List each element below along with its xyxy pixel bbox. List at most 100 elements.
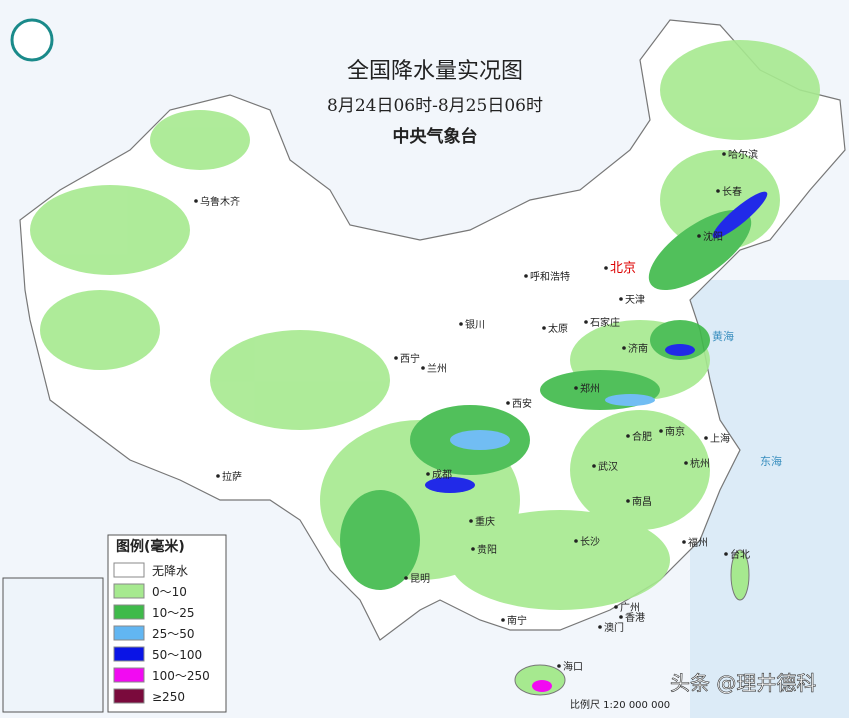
city-dot (421, 366, 425, 370)
subtitle: 8月24日06时-8月25日06时 (327, 96, 543, 116)
city-label: 合肥 (632, 430, 652, 443)
sea-label: 黄海 (712, 329, 734, 343)
city-label: 石家庄 (590, 316, 620, 329)
city-dot (716, 189, 720, 193)
legend-label: 25～50 (152, 627, 195, 641)
legend-title: 图例(毫米) (116, 538, 185, 555)
city-label: 长春 (722, 186, 742, 198)
city-label: 北京 (610, 261, 636, 276)
legend-label: 100～250 (152, 669, 210, 683)
city-dot (469, 519, 473, 523)
scale: 比例尺 1:20 000 000 (570, 698, 670, 711)
hainan (514, 664, 566, 696)
city-label: 银川 (465, 318, 485, 331)
city-dot (584, 320, 588, 324)
city-dot (524, 274, 528, 278)
city-dot (604, 266, 608, 270)
city-label: 济南 (628, 342, 648, 355)
city-dot (574, 386, 578, 390)
city-label: 上海 (710, 432, 730, 445)
city-label: 南宁 (507, 614, 527, 627)
taiwan (730, 549, 750, 601)
city-label: 乌鲁木齐 (200, 195, 240, 208)
city-dot (724, 552, 728, 556)
city-dot (684, 461, 688, 465)
issuer: 中央气象台 (393, 126, 478, 147)
city-dot (619, 297, 623, 301)
legend-swatch (113, 583, 145, 599)
city-label: 成都 (432, 469, 452, 481)
city-dot (194, 199, 198, 203)
city-dot (622, 346, 626, 350)
legend-label: ≥250 (152, 690, 185, 704)
city-dot (394, 356, 398, 360)
city-dot (626, 434, 630, 438)
legend-swatch (113, 625, 145, 641)
city-label: 海口 (563, 660, 583, 673)
city-label: 福州 (688, 536, 708, 549)
city-dot (592, 464, 596, 468)
legend-items: 无降水 0～10 10～25 25～50 50～100 100～250 ≥250 (113, 562, 210, 704)
legend-label: 10～25 (152, 606, 195, 620)
watermark: 头条 @理井德科 (670, 671, 816, 695)
sea-label: 东海 (760, 454, 782, 468)
logo (10, 18, 54, 62)
city-dot (506, 401, 510, 405)
city-label: 呼和浩特 (530, 271, 570, 283)
city-label: 哈尔滨 (728, 148, 758, 161)
city-dot (722, 152, 726, 156)
city-label: 西宁 (400, 352, 420, 365)
city-label: 重庆 (475, 515, 495, 528)
city-dot (659, 429, 663, 433)
city-dot (501, 618, 505, 622)
legend-swatch (113, 667, 145, 683)
city-label: 太原 (548, 322, 568, 335)
city-label: 香港 (625, 612, 645, 624)
city-dot (574, 539, 578, 543)
legend-swatch (113, 604, 145, 620)
city-dot (216, 474, 220, 478)
city-label: 南京 (665, 425, 685, 438)
city-label: 昆明 (410, 573, 430, 585)
city-label: 贵阳 (477, 543, 497, 556)
city-label: 广州 (620, 602, 640, 614)
title: 全国降水量实况图 (347, 59, 523, 84)
city-dot (404, 576, 408, 580)
city-dot (557, 664, 561, 668)
legend-label: 50～100 (152, 648, 202, 662)
city-label: 南昌 (632, 495, 652, 508)
city-label: 杭州 (690, 457, 710, 470)
legend-label: 0～10 (152, 585, 187, 599)
city-dot (459, 322, 463, 326)
city-dot (426, 472, 430, 476)
legend (107, 534, 227, 713)
city-dot (704, 436, 708, 440)
city-label: 天津 (625, 294, 645, 306)
city-label: 兰州 (427, 362, 447, 375)
inset-map (2, 577, 104, 713)
city-label: 长沙 (580, 536, 600, 548)
city-label: 武汉 (598, 460, 618, 473)
city-dot (614, 605, 618, 609)
city-label: 郑州 (580, 382, 600, 395)
city-label: 西安 (512, 397, 532, 410)
precip-areas (30, 40, 820, 610)
city-dot (619, 615, 623, 619)
city-label: 台北 (730, 548, 750, 561)
city-dot (682, 540, 686, 544)
hainan-heavy (532, 680, 552, 692)
legend-swatch (113, 562, 145, 578)
city-dot (471, 547, 475, 551)
city-label: 沈阳 (703, 230, 723, 243)
city-dot (598, 625, 602, 629)
legend-label: 无降水 (152, 564, 188, 578)
city-dot (542, 326, 546, 330)
city-dot (697, 234, 701, 238)
legend-swatch (113, 688, 145, 704)
city-dot (626, 499, 630, 503)
city-label: 拉萨 (222, 470, 242, 483)
city-label: 澳门 (604, 621, 624, 634)
legend-swatch (113, 646, 145, 662)
